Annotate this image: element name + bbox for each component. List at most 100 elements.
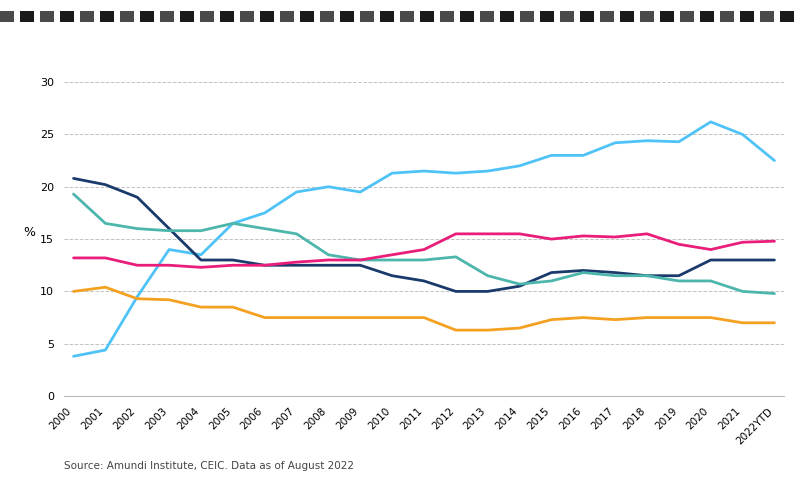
Mainland China (164, 247, 174, 253)
Mainland China (101, 347, 110, 353)
Text: Source: Amundi Institute, CEIC. Data as of August 2022: Source: Amundi Institute, CEIC. Data as … (64, 461, 354, 471)
ASEAN 6 (133, 262, 142, 268)
Bar (580, 11, 594, 22)
US (610, 270, 620, 275)
Bar (520, 11, 534, 22)
Eurozone (164, 297, 174, 303)
Mainland China (578, 153, 588, 158)
Eurozone (101, 284, 110, 290)
Mainland China (451, 170, 461, 176)
Eurozone (260, 315, 270, 321)
Bar (600, 11, 614, 22)
Mainland China (483, 168, 493, 174)
US (738, 257, 747, 263)
Bar (80, 11, 94, 22)
Bar (20, 11, 34, 22)
Bar (440, 11, 454, 22)
Bar (640, 11, 654, 22)
US (483, 288, 493, 294)
Mainland China (355, 189, 365, 195)
Japan (706, 278, 715, 284)
Mainland China (514, 163, 524, 169)
US (546, 270, 556, 275)
US (260, 262, 270, 268)
Bar (260, 11, 274, 22)
Line: US: US (74, 178, 774, 291)
ASEAN 6 (260, 262, 270, 268)
Bar (220, 11, 234, 22)
Bar (40, 11, 54, 22)
Eurozone (770, 320, 779, 326)
Bar (500, 11, 514, 22)
Bar (560, 11, 574, 22)
Eurozone (196, 304, 206, 310)
Mainland China (674, 139, 684, 144)
US (324, 262, 334, 268)
Bar (720, 11, 734, 22)
Bar (540, 11, 554, 22)
Bar (400, 11, 414, 22)
Mainland China (228, 220, 238, 226)
Bar (240, 11, 254, 22)
Bar (300, 11, 314, 22)
Bar (420, 11, 434, 22)
Mainland China (387, 170, 397, 176)
Bar (320, 11, 334, 22)
Mainland China (738, 131, 747, 137)
Japan (770, 291, 779, 297)
Japan (387, 257, 397, 263)
Bar (380, 11, 394, 22)
Eurozone (228, 304, 238, 310)
ASEAN 6 (451, 231, 461, 237)
Eurozone (451, 327, 461, 333)
Bar (160, 11, 174, 22)
Japan (514, 281, 524, 287)
Japan (483, 273, 493, 279)
Line: ASEAN 6: ASEAN 6 (74, 234, 774, 267)
ASEAN 6 (419, 247, 429, 253)
Japan (69, 191, 78, 197)
US (674, 273, 684, 279)
Japan (133, 226, 142, 231)
ASEAN 6 (770, 238, 779, 244)
Japan (101, 220, 110, 226)
Mainland China (770, 157, 779, 163)
Japan (260, 226, 270, 231)
Japan (324, 252, 334, 257)
Eurozone (610, 317, 620, 323)
Mainland China (260, 210, 270, 216)
US (101, 182, 110, 187)
ASEAN 6 (324, 257, 334, 263)
Mainland China (706, 119, 715, 125)
ASEAN 6 (706, 247, 715, 253)
ASEAN 6 (196, 264, 206, 270)
Japan (610, 273, 620, 279)
Japan (419, 257, 429, 263)
Mainland China (610, 140, 620, 146)
ASEAN 6 (387, 252, 397, 257)
Japan (674, 278, 684, 284)
US (292, 262, 302, 268)
ASEAN 6 (610, 234, 620, 240)
ASEAN 6 (674, 242, 684, 247)
ASEAN 6 (101, 255, 110, 261)
Mainland China (419, 168, 429, 174)
Bar (280, 11, 294, 22)
ASEAN 6 (292, 259, 302, 265)
Mainland China (69, 354, 78, 359)
ASEAN 6 (228, 262, 238, 268)
Japan (546, 278, 556, 284)
Bar (340, 11, 354, 22)
Eurozone (419, 315, 429, 321)
Bar (140, 11, 154, 22)
ASEAN 6 (164, 262, 174, 268)
US (706, 257, 715, 263)
Japan (196, 228, 206, 234)
ASEAN 6 (578, 233, 588, 239)
Eurozone (738, 320, 747, 326)
Bar (480, 11, 494, 22)
ASEAN 6 (514, 231, 524, 237)
Bar (680, 11, 694, 22)
ASEAN 6 (483, 231, 493, 237)
US (770, 257, 779, 263)
